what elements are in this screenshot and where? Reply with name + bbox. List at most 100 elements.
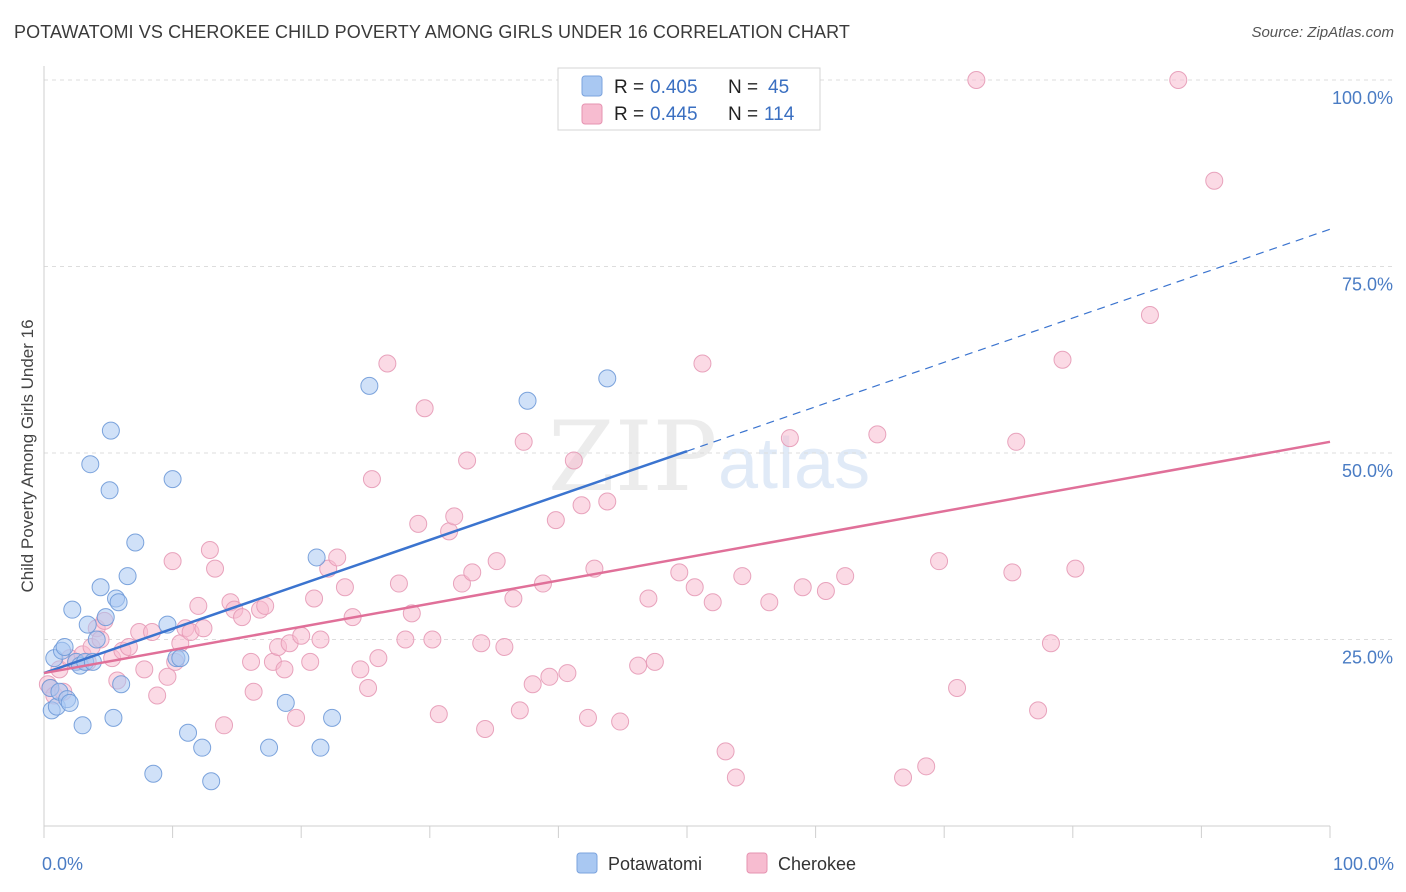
bottom-legend-swatch-cherokee [746,852,768,874]
cherokee-point [389,574,408,593]
potawatomi-trend-extension [686,228,1331,452]
cherokee-point [369,649,388,668]
cherokee-point [1066,559,1085,578]
cherokee-point [793,578,812,597]
cherokee-point [504,589,523,608]
cherokee-point [733,567,752,586]
potawatomi-point [518,391,537,410]
legend-n-value-cherokee: 114 [764,104,795,125]
y-tick-label: 100.0% [1332,88,1393,108]
cherokee-point [487,552,506,571]
cherokee-point [242,652,261,671]
cherokee-point [163,552,182,571]
potawatomi-point [104,708,123,727]
cherokee-point [670,563,689,582]
cherokee-point [148,686,167,705]
x-axis-ticks [43,826,1331,838]
cherokee-point [215,716,234,735]
potawatomi-point [81,455,100,474]
potawatomi-point [163,470,182,489]
potawatomi-point [100,481,119,500]
cherokee-point [1003,563,1022,582]
cherokee-point [287,708,306,727]
potawatomi-point [126,533,145,552]
legend-r-value-potawatomi: 0.405 [650,77,698,98]
trend-lines [43,228,1331,675]
cherokee-point [301,652,320,671]
cherokee-point [476,720,495,739]
legend-swatch-cherokee [581,103,603,125]
y-tick-labels: 25.0% 50.0% 75.0% 100.0% [1332,88,1393,668]
cherokee-point [452,574,471,593]
potawatomi-point [73,716,92,735]
potawatomi-point [87,630,106,649]
cherokee-point [359,678,378,697]
legend-swatch-potawatomi [581,75,603,97]
cherokee-point [967,71,986,89]
potawatomi-point [360,376,379,395]
potawatomi-point [323,708,342,727]
cherokee-point [158,667,177,686]
cherokee-point [1169,71,1188,89]
cherokee-point [1053,350,1072,369]
gridlines [44,79,1392,640]
cherokee-point [546,511,565,530]
cherokee-point [328,548,347,567]
legend-r-label-potawatomi: R = [614,77,644,98]
potawatomi-point [96,608,115,627]
cherokee-point [558,664,577,683]
cherokee-point [816,582,835,601]
legend-r-label-cherokee: R = [614,104,644,125]
cherokee-point [780,429,799,448]
cherokee-point [194,619,213,638]
cherokee-point [523,675,542,694]
cherokee-point [402,604,421,623]
cherokee-point [200,540,219,559]
cherokee-point [510,701,529,720]
cherokee-point [305,589,324,608]
potawatomi-point [193,738,212,757]
cherokee-point [275,660,294,679]
cherokee-point [458,451,477,470]
cherokee-point [495,637,514,656]
potawatomi-trend-line [43,449,688,675]
potawatomi-point [78,615,97,634]
cherokee-point [611,712,630,731]
potawatomi-point [101,421,120,440]
cherokee-point [396,630,415,649]
potawatomi-point [311,738,330,757]
cherokee-point [726,768,745,787]
cherokee-point [703,593,722,612]
potawatomi-point [55,637,74,656]
cherokee-point [335,578,354,597]
cherokee-point [598,492,617,511]
cherokee-point [685,578,704,597]
legend-bottom: Potawatomi Cherokee [576,852,856,874]
cherokee-point [378,354,397,373]
cherokee-point [472,634,491,653]
cherokee-point [760,593,779,612]
potawatomi-point [144,764,163,783]
cherokee-point [564,451,583,470]
cherokee-point [930,552,949,571]
cherokee-point [135,660,154,679]
chart-source: Source: ZipAtlas.com [1251,24,1394,41]
potawatomi-point [171,649,190,668]
potawatomi-point [112,675,131,694]
y-tick-label: 50.0% [1342,461,1393,481]
cherokee-point [463,563,482,582]
cherokee-point [423,630,442,649]
cherokee-point [1205,171,1224,190]
cherokee-point [189,596,208,615]
potawatomi-point [260,738,279,757]
cherokee-point [716,742,735,761]
potawatomi-point [63,600,82,619]
cherokee-point [868,425,887,444]
legend-top: R = 0.405 N = 45 R = 0.445 N = 114 [557,67,821,131]
bottom-legend-label-potawatomi: Potawatomi [608,854,702,874]
y-tick-label: 75.0% [1342,275,1393,295]
bottom-legend-swatch-potawatomi [576,852,598,874]
potawatomi-point [118,567,137,586]
cherokee-point [1007,432,1026,451]
